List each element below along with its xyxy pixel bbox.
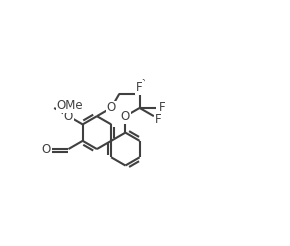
Text: O: O	[121, 110, 130, 123]
Text: O: O	[41, 143, 50, 155]
Text: F: F	[136, 81, 143, 94]
Text: OMe: OMe	[57, 99, 83, 112]
Text: O: O	[106, 101, 116, 114]
Text: O: O	[64, 110, 73, 123]
Text: F: F	[155, 113, 162, 126]
Text: F: F	[159, 101, 165, 114]
